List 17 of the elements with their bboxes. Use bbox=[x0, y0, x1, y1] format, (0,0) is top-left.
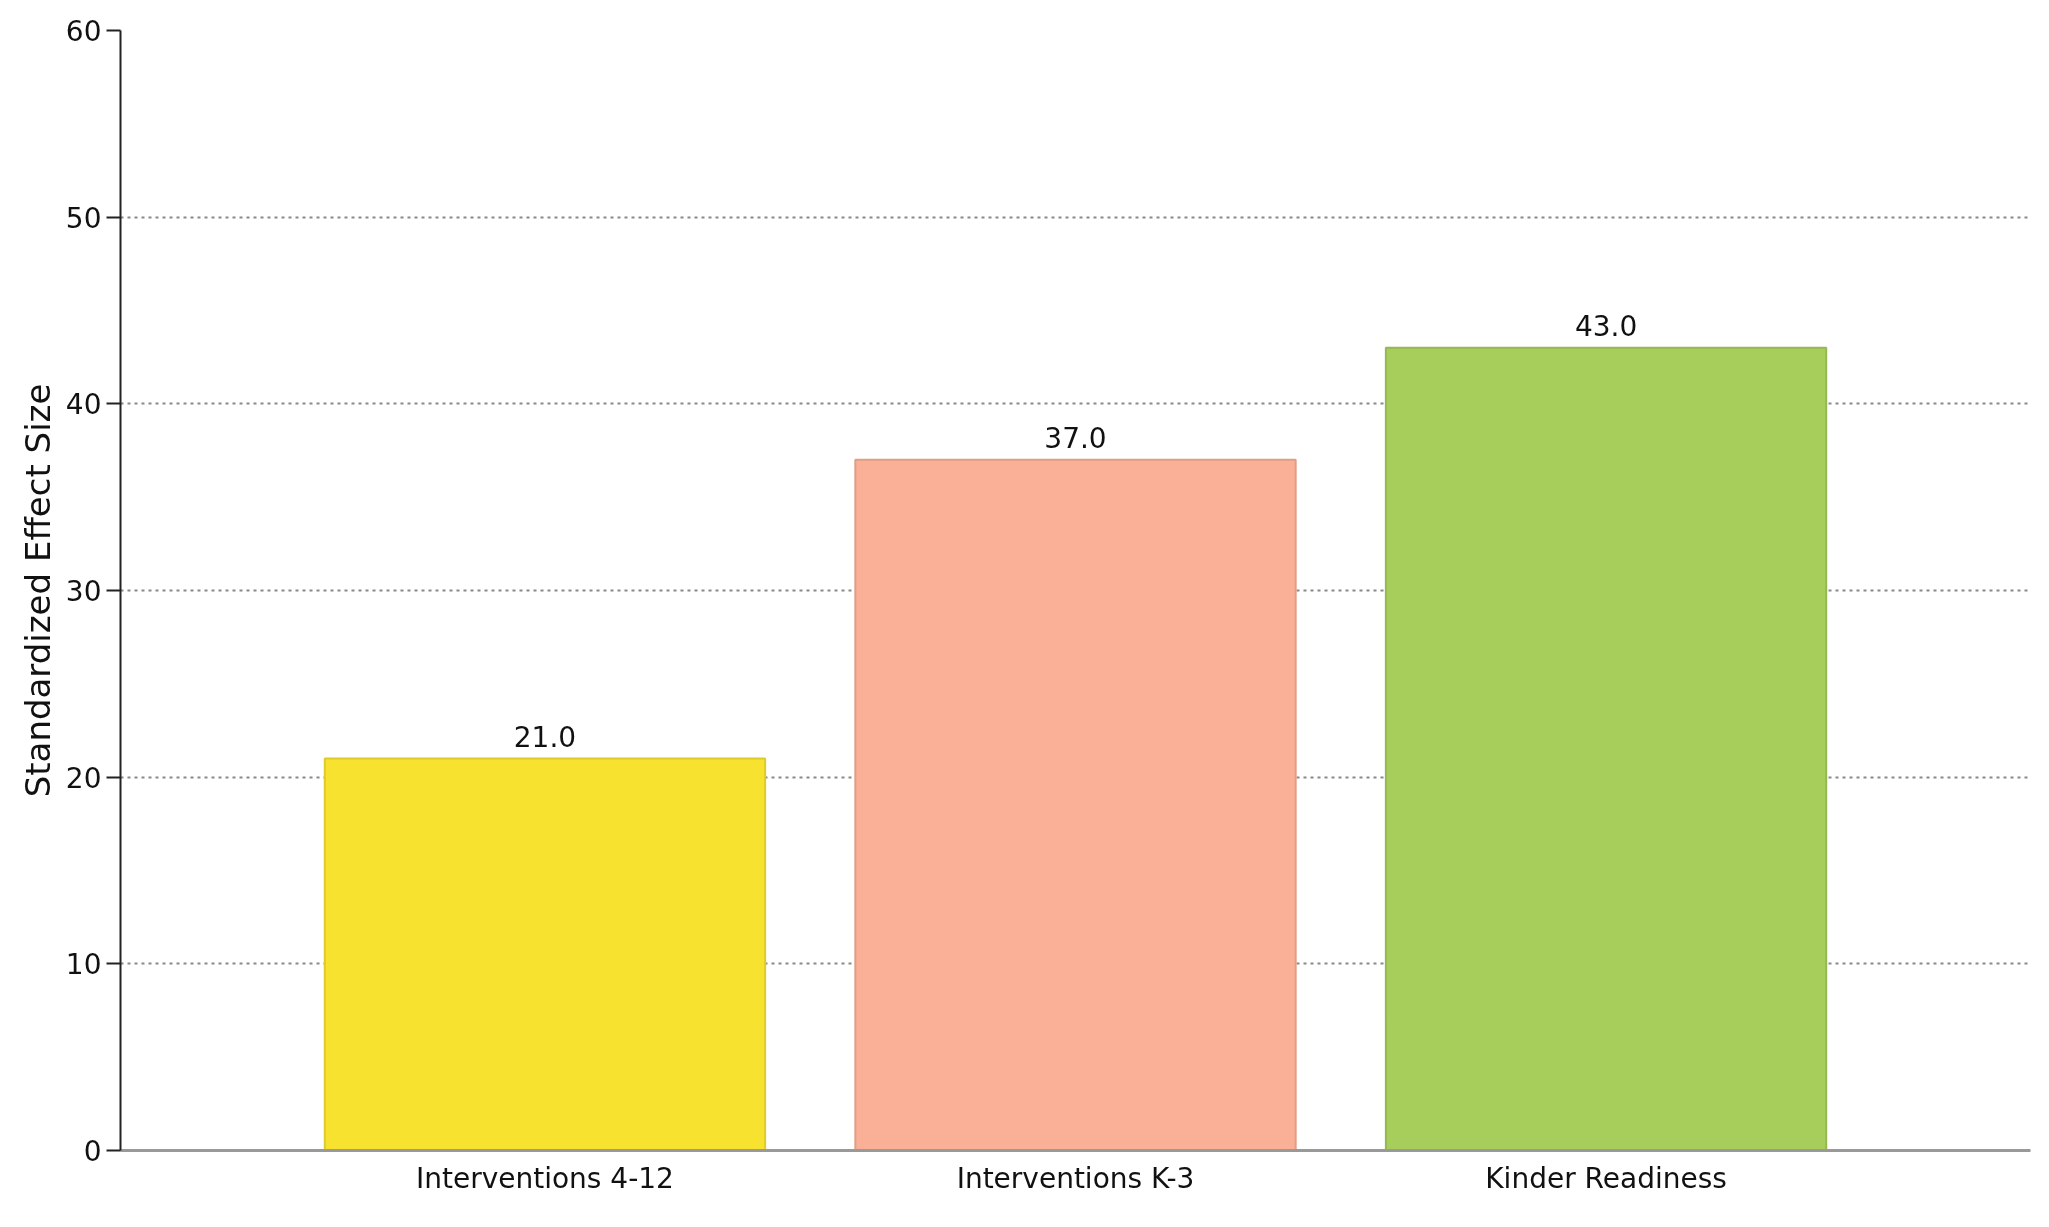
data-label: 37.0 bbox=[1044, 421, 1107, 455]
bar bbox=[323, 757, 767, 1151]
data-label: 21.0 bbox=[513, 720, 577, 754]
y-tick-label: 0 bbox=[83, 1135, 102, 1168]
bar bbox=[1384, 346, 1828, 1151]
x-tick-label: Kinder Readiness bbox=[1485, 1161, 1727, 1195]
data-label: 43.0 bbox=[1574, 309, 1638, 343]
y-tick-label: 10 bbox=[65, 948, 102, 982]
y-tick-label: 30 bbox=[65, 575, 102, 608]
y-tick-label: 40 bbox=[65, 388, 102, 422]
y-axis-title: Standardized Effect Size bbox=[17, 383, 58, 798]
y-tick-label: 20 bbox=[65, 761, 102, 795]
x-tick-label: Interventions K-3 bbox=[956, 1161, 1195, 1195]
y-tick-label: 50 bbox=[65, 201, 102, 235]
x-tick-label: Interventions 4-12 bbox=[415, 1161, 674, 1195]
y-tick-label: 60 bbox=[65, 15, 102, 48]
bar bbox=[854, 458, 1297, 1151]
